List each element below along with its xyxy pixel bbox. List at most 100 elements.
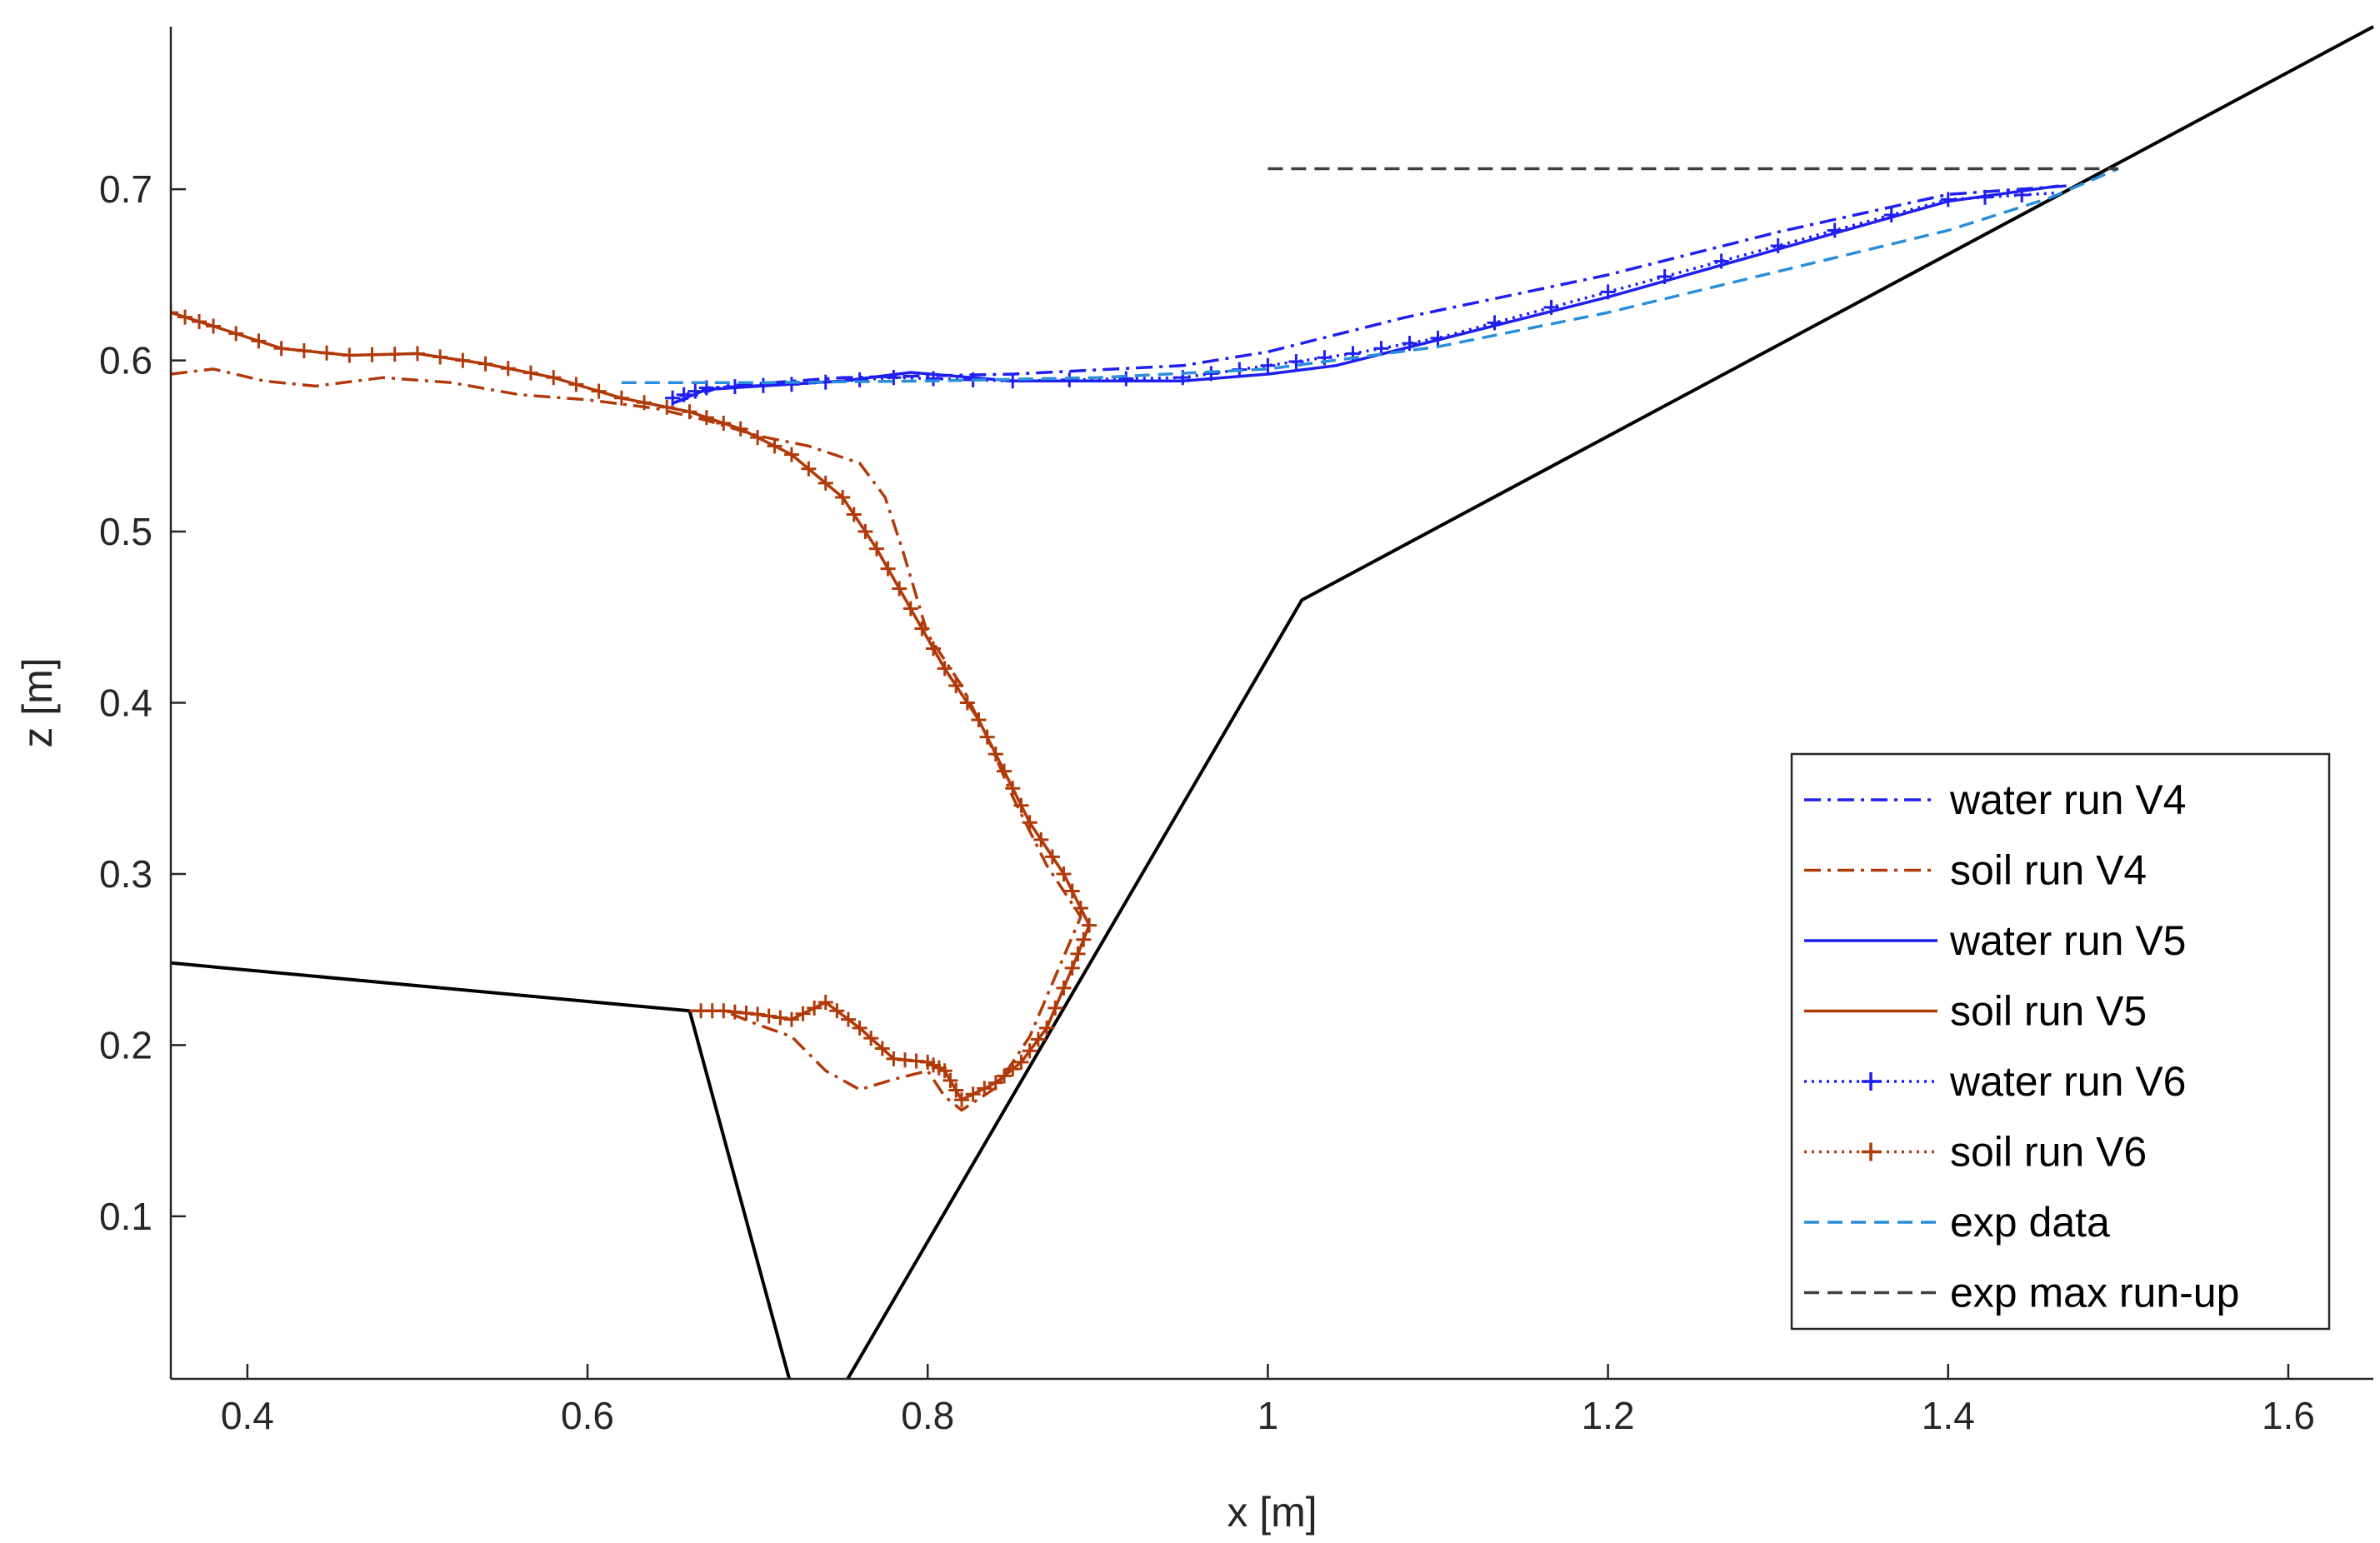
series-marker-5 — [698, 410, 714, 426]
series-marker-4 — [1062, 372, 1078, 387]
series-marker-5 — [693, 1003, 709, 1019]
series-marker-4 — [1600, 284, 1616, 300]
series-marker-4 — [727, 379, 742, 395]
plot-area — [171, 25, 2374, 1379]
series-marker-5 — [886, 1051, 902, 1066]
series-marker-5 — [750, 430, 766, 446]
series-marker-5 — [296, 342, 312, 358]
series-marker-4 — [1118, 371, 1134, 387]
series-marker-5 — [1056, 866, 1072, 881]
series-marker-5 — [997, 763, 1012, 779]
series-marker-5 — [228, 326, 244, 342]
series-marker-5 — [364, 347, 380, 362]
series-marker-5 — [192, 314, 208, 330]
series-marker-4 — [676, 387, 692, 402]
series-marker-5 — [874, 1041, 890, 1056]
series-marker-5 — [273, 341, 289, 357]
series-marker-5 — [1030, 1031, 1046, 1047]
series-marker-5 — [178, 309, 193, 325]
series-marker-5 — [783, 447, 799, 462]
y-axis-label: z [m] — [14, 657, 61, 747]
series-marker-5 — [659, 399, 675, 415]
series-marker-5 — [914, 621, 930, 637]
series-marker-5 — [954, 1092, 970, 1108]
series-marker-4 — [755, 377, 771, 393]
series-marker-5 — [988, 747, 1003, 762]
legend-label: exp max run-up — [1950, 1270, 2239, 1316]
y-tick-label: 0.2 — [99, 1023, 152, 1066]
series-marker-5 — [818, 995, 833, 1011]
legend-label: soil run V6 — [1950, 1129, 2147, 1176]
series-line-5 — [171, 311, 1091, 1101]
series-marker-5 — [1064, 960, 1080, 976]
series-marker-5 — [988, 1075, 1003, 1091]
series-line-1 — [171, 367, 1082, 1112]
series-marker-5 — [829, 1003, 845, 1019]
series-marker-5 — [783, 1011, 799, 1027]
series-marker-5 — [977, 1081, 992, 1096]
series-marker-4 — [688, 383, 703, 399]
series-marker-5 — [1022, 815, 1038, 831]
series-marker-5 — [767, 438, 782, 454]
series-marker-4 — [1402, 336, 1418, 352]
series-marker-5 — [997, 1068, 1012, 1084]
series-marker-5 — [846, 507, 862, 522]
series-marker-5 — [1056, 980, 1072, 996]
series-marker-5 — [682, 404, 698, 420]
series-marker-5 — [948, 1082, 964, 1098]
series-marker-5 — [937, 661, 952, 677]
x-tick-label: 0.4 — [221, 1394, 274, 1437]
series-marker-5 — [319, 345, 335, 361]
series-marker-5 — [500, 361, 516, 377]
series-marker-4 — [886, 370, 902, 386]
legend-label: water run V4 — [1949, 776, 2186, 823]
series-marker-5 — [637, 395, 652, 411]
series-marker-5 — [772, 1010, 788, 1026]
series-marker-4 — [1940, 192, 1956, 207]
series-marker-5 — [432, 349, 448, 365]
series-marker-5 — [1082, 917, 1098, 933]
series-marker-5 — [387, 347, 402, 362]
series-marker-5 — [455, 352, 471, 368]
series-marker-5 — [1013, 797, 1029, 813]
series-marker-4 — [1883, 207, 1899, 222]
series-marker-5 — [1044, 849, 1060, 865]
y-tick-label: 0.3 — [99, 852, 152, 896]
y-tick-label: 0.4 — [99, 682, 152, 725]
series-marker-4 — [1487, 315, 1502, 331]
series-marker-5 — [546, 370, 562, 386]
series-line-0 — [672, 184, 2068, 405]
series-marker-5 — [892, 581, 908, 597]
series-marker-5 — [868, 541, 884, 557]
y-tick-label: 0.1 — [99, 1195, 152, 1238]
series-line-6 — [621, 167, 2119, 385]
legend-label: water run V6 — [1949, 1058, 2186, 1105]
series-marker-5 — [478, 356, 493, 372]
series-marker-5 — [858, 524, 873, 540]
legend-marker — [1862, 1142, 1880, 1161]
series-marker-4 — [1288, 353, 1304, 369]
series-marker-5 — [807, 1000, 822, 1016]
series-marker-5 — [880, 561, 896, 577]
y-tick-label: 0.5 — [99, 510, 152, 553]
series-marker-5 — [732, 421, 748, 437]
series-marker-5 — [926, 641, 942, 657]
series-marker-5 — [1005, 781, 1021, 796]
axes: 0.4 0.6 0.8 1 1.2 1.4 1.6 0.1 0.2 0.3 0.4 0.5 0.6 0.7… — [14, 27, 2373, 1536]
series-marker-4 — [698, 380, 714, 396]
series-marker-5 — [251, 333, 267, 349]
series-marker-5 — [965, 1086, 981, 1102]
series-marker-5 — [1013, 1054, 1029, 1070]
x-tick-label: 1.6 — [2262, 1394, 2315, 1437]
series-marker-5 — [1070, 946, 1086, 961]
legend-label: exp data — [1950, 1199, 2110, 1246]
series-marker-5 — [818, 475, 833, 491]
legend-label: soil run V5 — [1950, 988, 2147, 1035]
y-tick-label: 0.6 — [99, 339, 152, 382]
x-tick-label: 1.2 — [1582, 1394, 1635, 1437]
geometry-line — [171, 25, 2374, 1379]
x-tick-label: 1 — [1258, 1394, 1279, 1437]
series-marker-4 — [1713, 253, 1729, 269]
series-marker-5 — [835, 489, 851, 505]
legend-marker — [1862, 1072, 1880, 1091]
